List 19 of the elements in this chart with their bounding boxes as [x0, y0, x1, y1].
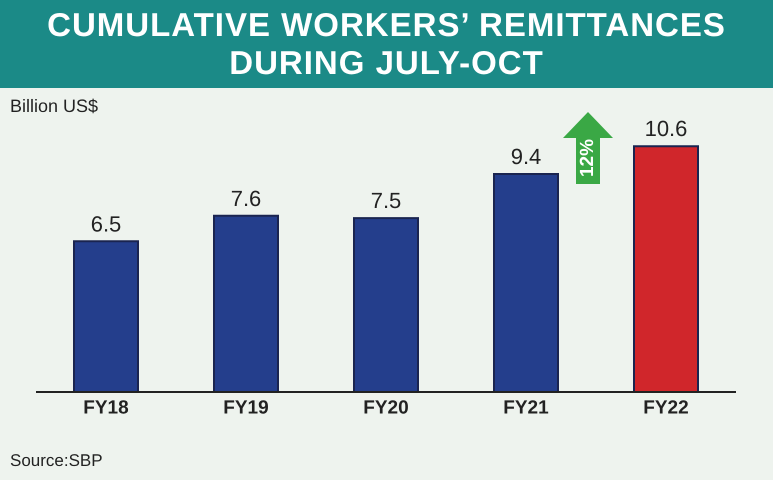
- source-note: Source:SBP: [10, 451, 103, 471]
- chart-title: CUMULATIVE WORKERS’ REMITTANCES DURING JULY-OCT: [0, 0, 773, 88]
- data-label: 6.5: [90, 211, 122, 236]
- x-tick-label: FY20: [363, 397, 409, 418]
- data-label: 10.6: [644, 116, 688, 142]
- data-label: 9.4: [510, 144, 542, 170]
- bar: [73, 240, 139, 392]
- bar: [213, 214, 279, 392]
- bar: [353, 217, 419, 392]
- x-tick-label: FY21: [503, 397, 550, 418]
- data-label: 7.5: [370, 188, 402, 214]
- y-axis-title: Billion US$: [10, 96, 98, 117]
- data-label: 7.6: [230, 186, 262, 211]
- bar: [633, 145, 699, 392]
- annotation: 12%: [577, 138, 599, 178]
- x-tick-label: FY19: [223, 397, 269, 418]
- x-tick-label: FY18: [83, 397, 129, 418]
- x-tick-label: FY22: [643, 397, 689, 418]
- bar: [493, 173, 559, 392]
